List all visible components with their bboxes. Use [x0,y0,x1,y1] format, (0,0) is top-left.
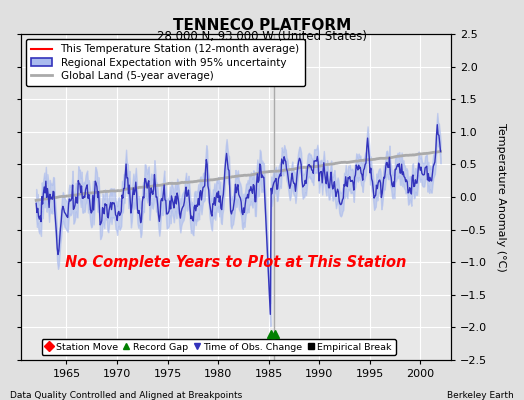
Text: No Complete Years to Plot at This Station: No Complete Years to Plot at This Statio… [65,255,407,270]
Text: Data Quality Controlled and Aligned at Breakpoints: Data Quality Controlled and Aligned at B… [10,391,243,400]
Legend: Station Move, Record Gap, Time of Obs. Change, Empirical Break: Station Move, Record Gap, Time of Obs. C… [41,339,396,355]
Text: Berkeley Earth: Berkeley Earth [447,391,514,400]
Y-axis label: Temperature Anomaly (°C): Temperature Anomaly (°C) [496,123,506,271]
Text: TENNECO PLATFORM: TENNECO PLATFORM [173,18,351,33]
Text: 28.000 N, 93.000 W (United States): 28.000 N, 93.000 W (United States) [157,30,367,43]
